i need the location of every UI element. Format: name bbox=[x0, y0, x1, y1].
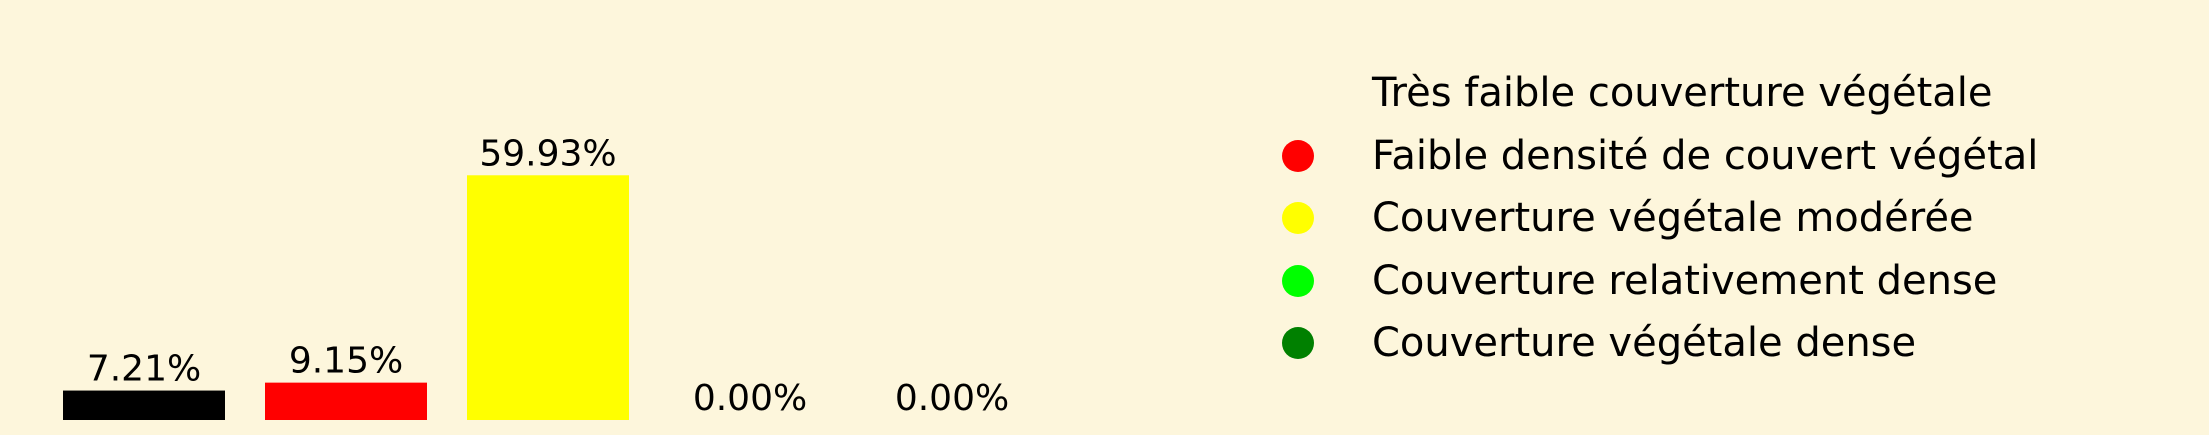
bar-value-label: 9.15% bbox=[289, 341, 403, 382]
legend-item: Très faible couverture végétale bbox=[1278, 62, 2038, 125]
legend-item: Couverture relativement dense bbox=[1278, 250, 2038, 313]
legend-swatch bbox=[1282, 202, 1314, 235]
bar-value-label: 0.00% bbox=[693, 378, 807, 419]
legend-item: Faible densité de couvert végétal bbox=[1278, 125, 2038, 188]
legend-swatch bbox=[1282, 77, 1314, 110]
bar-chart: 7.21% 9.15% 59.93% 0.00% 0.00% bbox=[63, 133, 1009, 420]
legend-swatch bbox=[1282, 139, 1314, 172]
bar bbox=[265, 382, 427, 420]
legend-label: Couverture végétale modérée bbox=[1372, 195, 1974, 242]
legend-label: Couverture végétale dense bbox=[1372, 320, 1917, 367]
bar bbox=[467, 175, 629, 420]
legend-item: Couverture végétale dense bbox=[1278, 312, 2038, 375]
legend-swatch bbox=[1282, 264, 1314, 297]
legend-item: Couverture végétale modérée bbox=[1278, 187, 2038, 250]
bar-value-label: 7.21% bbox=[87, 349, 201, 390]
legend-label: Très faible couverture végétale bbox=[1372, 70, 1993, 117]
bar-value-label: 0.00% bbox=[895, 378, 1009, 419]
legend-label: Couverture relativement dense bbox=[1372, 257, 1998, 304]
legend-swatch bbox=[1282, 327, 1314, 360]
legend-label: Faible densité de couvert végétal bbox=[1372, 132, 2039, 179]
bar bbox=[63, 390, 225, 420]
bar-value-label: 59.93% bbox=[479, 133, 616, 174]
chart-legend: Très faible couverture végétale Faible d… bbox=[1278, 62, 2038, 375]
